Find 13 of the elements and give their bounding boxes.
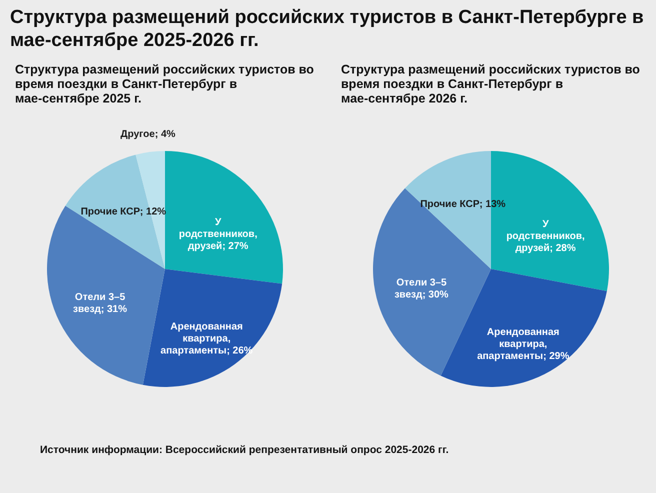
chart-subtitle: Структура размещений российских туристов во время поездки в Санкт-Петербург в мае-сентябре 2026 г. [341, 62, 640, 106]
slice-label: Отели 3–5 звезд; 31% [73, 292, 128, 316]
pie-slice [65, 154, 165, 269]
pie-slice [142, 269, 282, 387]
chart-subtitle: Структура размещений российских туристов во время поездки в Санкт-Петербург в мае-сентябре 2025 г. [15, 62, 314, 106]
slice-label: Другое; 4% [120, 129, 176, 140]
text: Структура размещений российских туристов в Санкт-Петербурге в мае-сентябре 2025-2026 гг. [10, 6, 645, 52]
slice-label: У родственников, друзей; 28% [506, 218, 586, 254]
pie-slice [165, 151, 283, 284]
slice-label: Отели 3–5 звезд; 30% [394, 277, 449, 300]
slice-label: Арендованная квартира, апартаменты; 29% [477, 327, 570, 362]
text: Источник информации: Всероссийский репрезентативный опрос 2025-2026 гг. [39, 444, 450, 456]
slice-label: У родственников, друзей; 27% [178, 217, 258, 252]
